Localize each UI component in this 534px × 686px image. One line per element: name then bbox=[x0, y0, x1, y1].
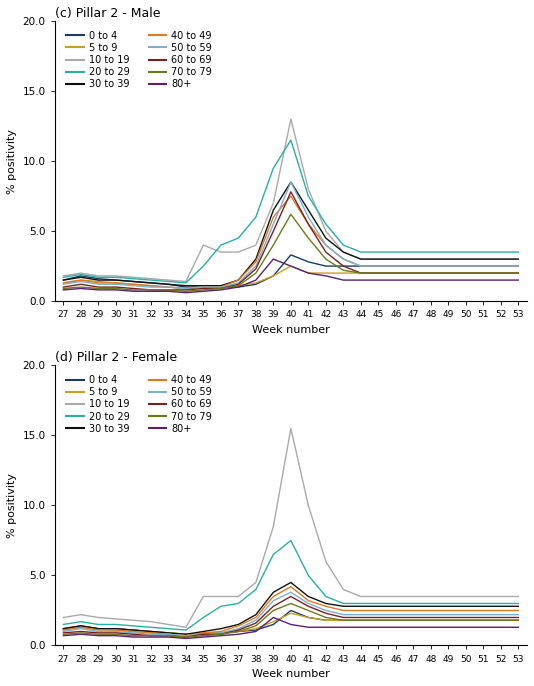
Text: (d) Pillar 2 - Female: (d) Pillar 2 - Female bbox=[54, 351, 177, 364]
Text: (c) Pillar 2 - Male: (c) Pillar 2 - Male bbox=[54, 7, 160, 20]
X-axis label: Week number: Week number bbox=[252, 324, 329, 335]
X-axis label: Week number: Week number bbox=[252, 669, 329, 679]
Legend: 0 to 4, 5 to 9, 10 to 19, 20 to 29, 30 to 39, 40 to 49, 50 to 59, 60 to 69, 70 t: 0 to 4, 5 to 9, 10 to 19, 20 to 29, 30 t… bbox=[64, 29, 214, 91]
Y-axis label: % positivity: % positivity bbox=[7, 473, 17, 538]
Legend: 0 to 4, 5 to 9, 10 to 19, 20 to 29, 30 to 39, 40 to 49, 50 to 59, 60 to 69, 70 t: 0 to 4, 5 to 9, 10 to 19, 20 to 29, 30 t… bbox=[64, 373, 214, 436]
Y-axis label: % positivity: % positivity bbox=[7, 128, 17, 193]
